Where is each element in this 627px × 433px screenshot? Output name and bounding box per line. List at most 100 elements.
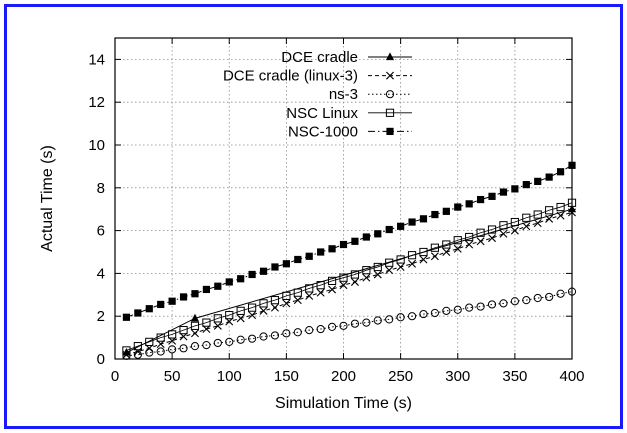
series-5 — [122, 161, 576, 321]
series-4-point — [362, 266, 371, 275]
series-5-point — [305, 252, 313, 260]
series-4-point — [385, 258, 394, 267]
x-tick-label: 350 — [502, 368, 527, 385]
series-2-point — [545, 214, 554, 223]
series-4-point — [305, 284, 314, 293]
series-3-point — [145, 348, 154, 357]
series-5-point — [259, 267, 268, 275]
series-2-point — [499, 229, 508, 238]
series-2-point — [465, 240, 474, 249]
series-3-point — [350, 319, 360, 328]
series-3-point — [510, 297, 519, 306]
series-5-point — [134, 309, 142, 317]
series-5-line — [126, 164, 573, 318]
series-3-point — [225, 337, 234, 346]
series-5-point — [362, 233, 370, 241]
legend-entry-3-marker — [385, 90, 395, 99]
series-4-point — [430, 243, 439, 252]
legend-entry-1: DCE cradle — [281, 49, 412, 66]
x-tick-label: 400 — [559, 368, 584, 385]
series-2-point — [373, 270, 382, 279]
series-4-point — [350, 270, 360, 279]
series-layer — [122, 161, 577, 360]
series-4-point — [556, 202, 565, 212]
series-2-point — [522, 222, 531, 231]
series-2-point-stroke — [270, 303, 279, 312]
series-2-point — [533, 219, 542, 228]
axis-ticks: 0 50 100 150 200 250 300 350 400 0 2 4 6 8 10 12 14 — [88, 38, 585, 385]
series-2-point — [190, 329, 199, 338]
series-5-point — [556, 168, 565, 176]
series-3-point — [168, 345, 177, 354]
series-4-point — [190, 321, 200, 330]
series-3-point — [487, 300, 497, 309]
legend-entry-5: NSC-1000 — [288, 123, 412, 140]
series-2-point-stroke — [396, 262, 405, 271]
series-3-point — [430, 308, 439, 318]
series-3-point — [407, 312, 417, 321]
series-2-point — [270, 303, 279, 312]
series-2-point — [442, 248, 451, 256]
series-5-point — [545, 173, 553, 181]
series-5-point — [522, 180, 530, 189]
series-2-point-stroke — [362, 273, 371, 282]
series-2-point — [385, 266, 394, 275]
series-2-point-stroke — [190, 329, 199, 338]
series-3-point — [293, 328, 302, 337]
series-5-point — [477, 195, 485, 204]
series-4-point — [339, 273, 348, 282]
series-1-point — [190, 313, 200, 322]
series-2-point — [350, 277, 359, 286]
series-3-point — [190, 342, 200, 351]
series-5-point — [397, 222, 405, 230]
series-2-point-stroke — [236, 314, 245, 323]
series-5-point — [214, 282, 222, 290]
series-1 — [122, 204, 577, 356]
series-5-point — [237, 275, 245, 283]
y-tick-label: 8 — [97, 180, 105, 197]
series-4-point — [487, 225, 497, 234]
series-3-point — [465, 303, 474, 312]
series-3-point — [305, 326, 314, 335]
series-2-point — [362, 273, 371, 282]
series-3-point — [396, 313, 405, 322]
x-tick-label: 200 — [331, 368, 356, 385]
series-3-point — [442, 306, 451, 315]
series-5-point — [339, 240, 348, 249]
series-2-point-stroke — [316, 288, 325, 297]
series-2-point-stroke — [350, 277, 359, 286]
series-5-point — [191, 290, 199, 298]
series-2-point — [305, 291, 314, 300]
series-4-point — [293, 288, 302, 297]
series-3-point — [179, 344, 188, 353]
series-2-point — [259, 306, 268, 315]
series-3 — [122, 287, 577, 360]
series-2-point — [408, 259, 417, 268]
series-5-point — [317, 248, 325, 256]
series-2-point — [236, 314, 245, 323]
series-5-point — [534, 177, 542, 185]
legend-entry-1-marker — [385, 52, 395, 61]
series-4-point — [396, 255, 405, 264]
series-4-point — [499, 221, 508, 230]
series-2-point — [453, 244, 462, 253]
series-2-point-stroke — [476, 237, 485, 246]
series-2-point — [419, 255, 428, 264]
y-tick-label: 14 — [88, 51, 105, 68]
y-tick-label: 0 — [97, 351, 105, 368]
series-3-point — [316, 324, 325, 334]
series-2-point-stroke — [408, 259, 417, 268]
series-2-point — [122, 350, 131, 359]
series-5-point — [202, 285, 210, 294]
series-2-point-stroke — [248, 311, 257, 320]
series-3-point — [545, 292, 554, 302]
series-4-line — [126, 202, 573, 351]
series-2-point-stroke — [373, 270, 382, 279]
series-2-point-stroke — [545, 214, 554, 223]
x-tick-label: 250 — [388, 368, 413, 385]
series-2-point-stroke — [442, 248, 451, 256]
series-5-point — [431, 210, 439, 219]
legend-entry-4-label: NSC Linux — [286, 105, 358, 122]
series-2-point-stroke — [328, 285, 337, 294]
